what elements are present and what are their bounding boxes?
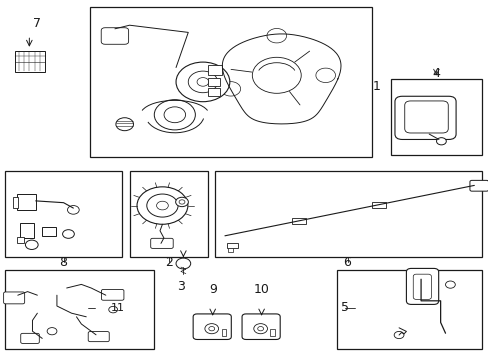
Bar bbox=[221, 329, 226, 336]
FancyBboxPatch shape bbox=[101, 28, 128, 44]
Text: 4: 4 bbox=[431, 67, 439, 80]
Bar bbox=[270, 329, 275, 336]
FancyBboxPatch shape bbox=[406, 269, 438, 305]
FancyBboxPatch shape bbox=[404, 101, 447, 133]
Bar bbox=[41, 227, 56, 236]
FancyBboxPatch shape bbox=[88, 332, 109, 342]
FancyBboxPatch shape bbox=[101, 289, 123, 300]
Circle shape bbox=[204, 324, 218, 334]
Circle shape bbox=[257, 327, 263, 331]
Bar bbox=[90, 7, 371, 157]
Circle shape bbox=[436, 138, 446, 145]
Circle shape bbox=[252, 57, 301, 93]
FancyBboxPatch shape bbox=[150, 238, 173, 248]
Circle shape bbox=[175, 197, 188, 207]
Circle shape bbox=[156, 201, 168, 210]
Circle shape bbox=[393, 332, 403, 339]
Bar bbox=[15, 51, 45, 72]
Bar bbox=[337, 270, 481, 349]
Text: 10: 10 bbox=[253, 283, 269, 296]
Bar bbox=[371, 202, 385, 208]
Circle shape bbox=[62, 230, 74, 238]
Bar bbox=[17, 237, 24, 243]
Bar bbox=[17, 194, 36, 210]
FancyBboxPatch shape bbox=[412, 274, 430, 300]
Text: 11: 11 bbox=[110, 303, 124, 313]
Text: 7: 7 bbox=[33, 17, 41, 30]
Circle shape bbox=[137, 187, 187, 224]
Circle shape bbox=[197, 78, 208, 86]
Text: 2: 2 bbox=[164, 256, 172, 269]
Circle shape bbox=[445, 281, 454, 288]
FancyBboxPatch shape bbox=[242, 314, 280, 339]
Bar bbox=[292, 218, 305, 224]
Bar bbox=[215, 171, 481, 257]
Bar bbox=[207, 88, 220, 96]
Circle shape bbox=[176, 258, 190, 269]
FancyBboxPatch shape bbox=[394, 96, 455, 139]
FancyBboxPatch shape bbox=[193, 314, 231, 339]
Bar bbox=[228, 248, 233, 252]
FancyBboxPatch shape bbox=[3, 292, 24, 304]
Text: 5: 5 bbox=[340, 301, 348, 314]
Circle shape bbox=[208, 327, 214, 331]
Circle shape bbox=[47, 328, 57, 335]
Text: 3: 3 bbox=[177, 280, 184, 293]
Bar bbox=[13, 197, 18, 208]
Bar bbox=[5, 171, 122, 257]
Bar bbox=[227, 243, 238, 248]
Text: 8: 8 bbox=[60, 256, 67, 269]
Text: 6: 6 bbox=[343, 256, 350, 269]
Circle shape bbox=[154, 100, 195, 130]
FancyBboxPatch shape bbox=[469, 180, 488, 191]
FancyBboxPatch shape bbox=[20, 333, 39, 343]
Bar bbox=[207, 65, 221, 75]
Circle shape bbox=[176, 62, 229, 102]
Circle shape bbox=[146, 194, 178, 217]
Text: 1: 1 bbox=[372, 80, 380, 93]
Bar bbox=[129, 171, 207, 257]
Circle shape bbox=[25, 240, 38, 249]
Circle shape bbox=[179, 200, 184, 204]
Circle shape bbox=[116, 118, 133, 131]
Bar bbox=[5, 270, 154, 349]
Bar bbox=[20, 223, 34, 238]
Circle shape bbox=[67, 206, 79, 214]
Circle shape bbox=[163, 107, 185, 123]
Circle shape bbox=[108, 306, 117, 313]
Text: 9: 9 bbox=[208, 283, 216, 296]
Bar bbox=[207, 78, 220, 86]
Circle shape bbox=[253, 324, 267, 334]
Circle shape bbox=[188, 71, 217, 93]
Bar bbox=[390, 79, 481, 155]
